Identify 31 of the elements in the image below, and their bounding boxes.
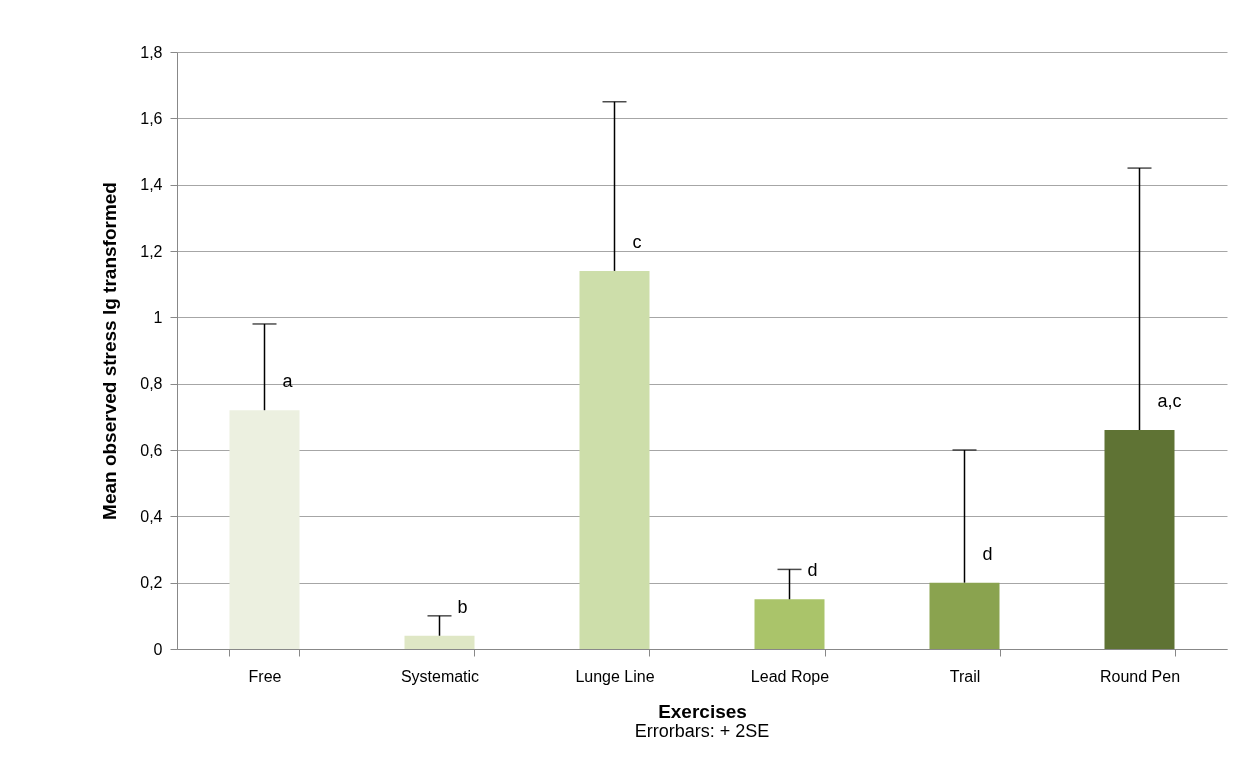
x-tick-label: Lunge Line [575, 667, 655, 685]
bar [1104, 430, 1175, 649]
bar [929, 582, 1000, 649]
annotation: d [807, 560, 818, 581]
bar [229, 410, 300, 649]
bar [404, 635, 475, 649]
annotation: a [282, 371, 294, 392]
x-tick-label: Lead Rope [750, 667, 830, 685]
y-tick-label: 1,4 [140, 176, 163, 194]
y-tick-label: 0,4 [140, 507, 163, 525]
y-tick-label: 1 [153, 308, 163, 326]
y-tick-label: 1,6 [140, 109, 163, 127]
bar [579, 270, 650, 649]
x-tick-label: Round Pen [1099, 667, 1181, 685]
y-axis-title: Mean observed stress lg transformed [99, 182, 121, 520]
annotation: a,c [1157, 391, 1182, 412]
annotation: c [632, 231, 642, 252]
y-tick-label: 0,8 [140, 375, 163, 393]
y-tick-label: 0,6 [140, 441, 163, 459]
y-tick-label: 1,8 [140, 43, 163, 61]
x-axis-title: Exercises [658, 700, 747, 722]
y-tick-label: 0,2 [140, 574, 163, 592]
y-tick-label: 0 [153, 640, 163, 658]
x-tick-label: Systematic [400, 667, 480, 685]
x-tick-label: Trail [949, 667, 981, 685]
text: Errorbars: + 2SE [634, 721, 770, 741]
x-tick-label: Free [248, 667, 282, 685]
y-tick-label: 1,2 [140, 242, 163, 260]
annotation: d [982, 543, 993, 564]
annotation: b [457, 596, 468, 617]
bar [754, 599, 825, 649]
